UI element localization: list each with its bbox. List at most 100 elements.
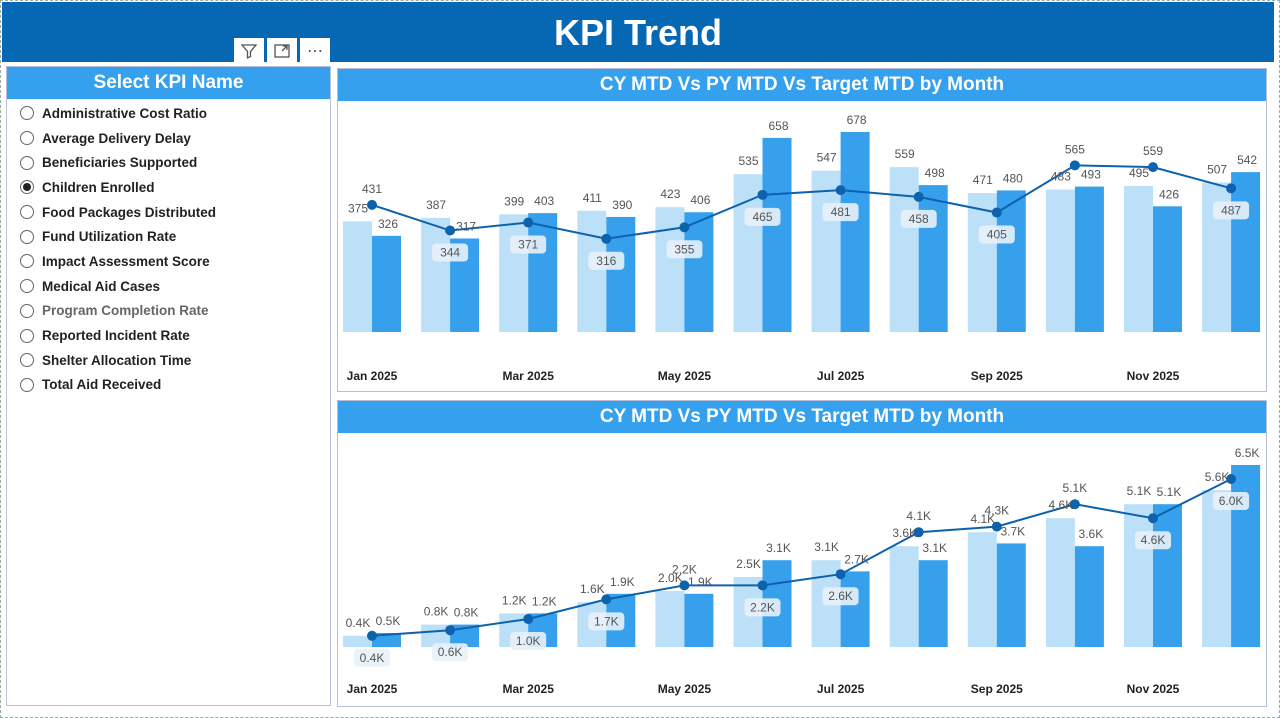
slicer-item-label: Reported Incident Rate [42,328,190,344]
actual-data-label: 411 [583,191,602,205]
py-bar [996,190,1026,332]
slicer-item-label: Administrative Cost Ratio [42,105,208,121]
x-tick-label: May 2025 [658,682,712,696]
target-label-box [1213,492,1250,510]
radio-button[interactable] [20,279,34,294]
radio-button[interactable] [20,353,34,368]
actual-data-label: 2.5K [736,557,761,571]
filter-icon[interactable] [234,38,264,64]
x-tick-label: Mar 2025 [503,369,555,383]
py-data-label: 326 [378,217,398,231]
target-point [601,594,612,605]
x-tick-label: Mar 2025 [503,682,555,696]
target-data-label: 4.3K [984,504,1009,518]
target-point [523,217,534,228]
target-data-label: 481 [831,205,851,219]
ytd-chart-panel: CY MTD Vs PY MTD Vs Target MTD by Month … [337,400,1267,718]
py-data-label: 317 [456,219,476,233]
actual-data-label: 495 [1129,166,1149,180]
target-data-label: 1.7K [594,614,619,628]
py-data-label: 658 [768,119,788,133]
target-label-box [744,207,781,226]
py-data-label: 493 [1081,168,1101,182]
actual-bar [499,214,529,332]
slicer-item[interactable]: Beneficiaries Supported [7,150,330,175]
ytd-chart-title: CY MTD Vs PY MTD Vs Target MTD by Month [338,401,1266,433]
py-bar [1231,172,1261,332]
target-point [757,189,768,200]
radio-button[interactable] [20,205,34,220]
slicer-item[interactable]: Average Delivery Delay [7,126,330,151]
radio-button[interactable] [20,377,34,392]
actual-data-label: 423 [660,187,680,201]
slicer-item[interactable]: Impact Assessment Score [7,249,330,274]
radio-button[interactable] [20,229,34,244]
slicer-item[interactable]: Shelter Allocation Time [7,348,330,373]
actual-data-label: 4.1K [970,512,995,526]
target-label-box [1135,531,1171,550]
target-point [1226,474,1237,484]
radio-button[interactable] [20,131,34,146]
py-bar [528,213,558,332]
actual-data-label: 507 [1207,162,1227,176]
slicer-item[interactable]: Reported Incident Rate [7,323,330,348]
slicer-item[interactable]: Food Packages Distributed [7,200,330,225]
radio-button[interactable] [20,155,34,170]
slicer-item[interactable]: Fund Utilization Rate [7,224,330,249]
x-tick-label: Nov 2025 [1127,369,1180,383]
more-options-button[interactable]: ⋯ [300,38,330,64]
slicer-item[interactable]: Total Aid Received [7,373,330,398]
actual-bar [655,591,685,647]
radio-button[interactable] [20,106,34,121]
radio-button[interactable] [20,254,34,269]
x-tick-label: Jan 2025 [347,369,398,383]
slicer-item[interactable]: Children Enrolled [7,175,330,200]
target-data-label: 4.1K [906,509,931,523]
target-label-box [510,235,547,254]
actual-bar [1124,185,1153,332]
radio-button[interactable] [20,303,34,318]
actual-bar [343,635,372,647]
slicer-item-label: Shelter Allocation Time [42,352,192,368]
py-data-label: 3.6K [1079,527,1104,541]
target-data-label: 465 [752,210,772,224]
slicer-item[interactable]: Medical Aid Cases [7,274,330,299]
target-point [445,625,456,636]
target-label-box [666,240,703,259]
py-data-label: 3.1K [922,541,947,555]
target-label-box [510,632,547,650]
actual-bar [889,167,919,332]
radio-button[interactable] [20,180,34,195]
actual-data-label: 559 [895,147,915,161]
target-point [1226,183,1237,194]
radio-button[interactable] [20,328,34,343]
actual-data-label: 547 [817,151,837,165]
target-data-label: 1.0K [516,634,541,648]
x-tick-label: Jul 2025 [817,369,865,383]
slicer-item-label: Fund Utilization Rate [42,229,177,245]
actual-data-label: 3.1K [814,540,839,554]
actual-data-label: 5.1K [1127,484,1152,498]
py-bar [840,571,870,647]
py-bar [684,593,714,647]
actual-bar [1045,189,1075,332]
target-label-box [588,251,625,270]
target-data-label: 458 [909,212,929,226]
py-data-label: 2.7K [844,552,869,566]
slicer-item[interactable]: Administrative Cost Ratio [7,101,330,126]
focus-mode-icon[interactable] [267,38,297,64]
target-data-label: 2.2K [672,562,697,576]
target-label-box [978,225,1015,244]
target-point [991,521,1002,532]
py-bar [372,633,401,647]
target-point [835,185,846,196]
slicer-item[interactable]: Program Completion Rate [7,299,330,324]
py-data-label: 498 [925,166,945,180]
actual-data-label: 483 [1051,170,1071,184]
py-data-label: 426 [1159,187,1179,201]
py-data-label: 1.2K [532,594,557,608]
target-point [991,207,1002,218]
slicer-item-label: Beneficiaries Supported [42,155,198,171]
target-data-label: 316 [596,254,616,268]
py-data-label: 3.1K [766,541,791,555]
